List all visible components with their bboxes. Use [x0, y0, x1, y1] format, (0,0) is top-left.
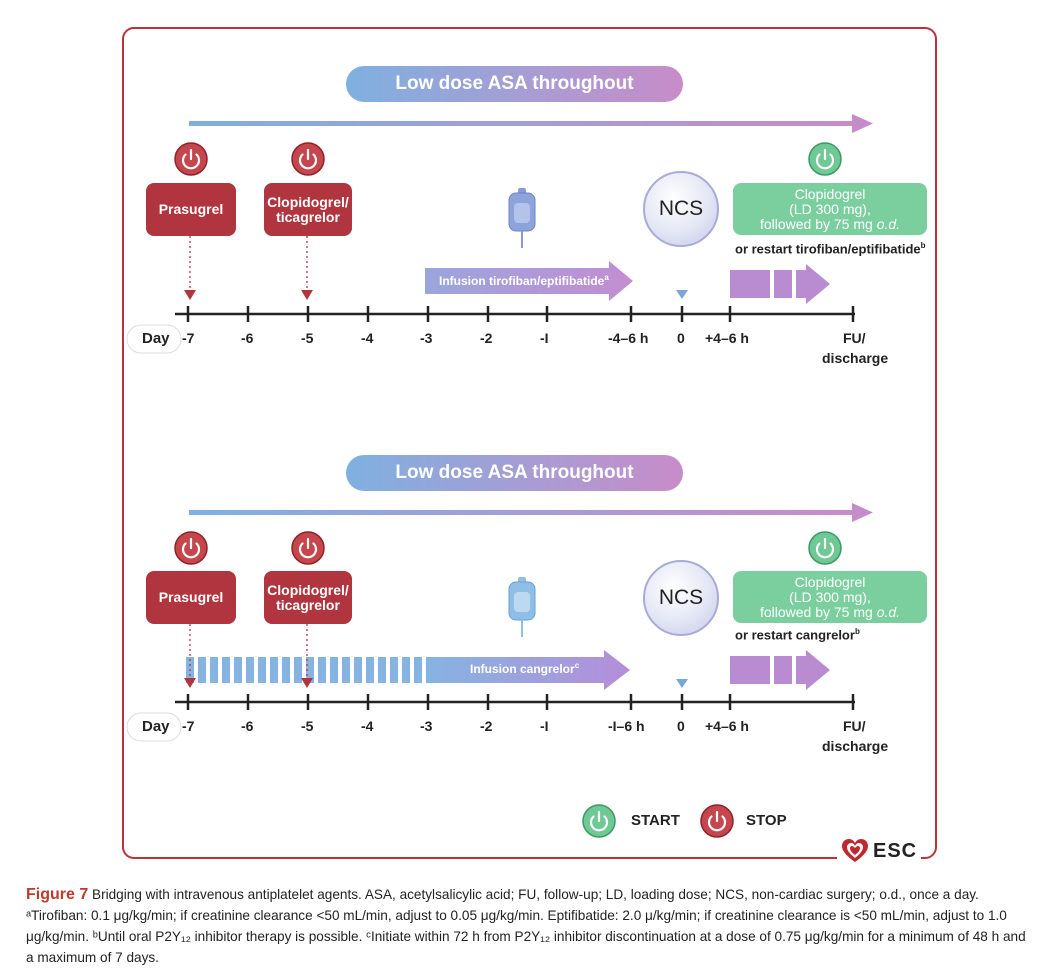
tick-label: -2: [480, 330, 493, 346]
tick-label: -7: [182, 718, 195, 734]
heart-icon: [842, 839, 868, 862]
restart-arrow: [730, 264, 830, 304]
asa-banner: Low dose ASA throughout: [346, 455, 683, 491]
restart-arrow: [730, 650, 830, 690]
tick-label: 0: [677, 718, 685, 734]
asa-banner: Low dose ASA throughout: [346, 66, 683, 102]
stop-markers: [184, 624, 313, 688]
restart-text: or restart tirofiban/eptifibatideb: [735, 241, 926, 257]
fu-label: FU/: [843, 330, 866, 346]
ncs-circle: NCS: [643, 560, 719, 636]
day-label: Day: [142, 718, 170, 735]
tick-label: +4–6 h: [705, 718, 749, 734]
tick-label: -6: [241, 330, 254, 346]
iv-bag-icon: [508, 188, 536, 248]
clopidogrel-ticagrelor-box: Clopidogrel/ ticagrelor: [264, 571, 352, 624]
stop-icon: [174, 531, 208, 565]
clopidogrel-start-box: Clopidogrel (LD 300 mg), followed by 75 …: [733, 183, 927, 235]
start-icon: [808, 531, 842, 565]
tick-label: -I: [540, 330, 549, 346]
discharge-label: discharge: [822, 350, 889, 366]
restart-text: or restart cangrelorb: [735, 627, 860, 643]
tick-label: -I–6 h: [608, 718, 645, 734]
discharge-label: discharge: [822, 738, 889, 754]
stop-markers: [184, 236, 313, 300]
tick-label: -3: [420, 718, 433, 734]
legend-stop-label: STOP: [746, 812, 787, 829]
tick-label: -4–6 h: [608, 330, 649, 346]
tick-label: -6: [241, 718, 254, 734]
ncs-marker: [676, 679, 688, 688]
stop-icon: [291, 531, 325, 565]
tick-label: -4: [361, 330, 374, 346]
day-label: Day: [142, 330, 170, 347]
figure-frame: [122, 27, 937, 859]
tick-label: -5: [301, 718, 314, 734]
start-icon: [582, 804, 616, 838]
fu-label: FU/: [843, 718, 866, 734]
tick-label: -3: [420, 330, 433, 346]
day-pill: [126, 712, 182, 742]
iv-bag-icon: [508, 577, 536, 637]
prasugrel-box: Prasugrel: [146, 571, 236, 624]
stop-icon: [291, 142, 325, 176]
tick-label: -I: [540, 718, 549, 734]
asa-arrow: [189, 503, 873, 522]
timeline-axis: [175, 694, 855, 710]
clopidogrel-start-box: Clopidogrel (LD 300 mg), followed by 75 …: [733, 571, 927, 623]
figure-caption: Figure 7 Bridging with intravenous antip…: [26, 884, 1026, 968]
ncs-circle: NCS: [643, 171, 719, 247]
esc-logo-text: ESC: [873, 839, 918, 862]
stop-icon: [700, 804, 734, 838]
legend-start-label: START: [631, 812, 680, 829]
start-icon: [808, 142, 842, 176]
esc-logo: ESC: [837, 838, 922, 864]
infusion-arrow: [425, 261, 633, 301]
day-pill: [126, 324, 182, 354]
ncs-marker: [676, 290, 688, 299]
infusion-label: Infusion cangrelorc: [470, 661, 580, 676]
tick-label: 0: [677, 330, 685, 346]
tick-label: -2: [480, 718, 493, 734]
cangrelor-infusion-arrow: [186, 650, 630, 690]
prasugrel-box: Prasugrel: [146, 183, 236, 236]
figure-number: Figure 7: [26, 886, 89, 903]
tick-label: +4–6 h: [705, 330, 749, 346]
tick-label: -5: [301, 330, 314, 346]
infusion-label: Infusion tirofiban/eptifibatidea: [439, 273, 609, 288]
timeline-axis: [175, 306, 855, 322]
asa-arrow: [189, 114, 873, 133]
tick-label: -7: [182, 330, 195, 346]
tick-label: -4: [361, 718, 374, 734]
clopidogrel-ticagrelor-box: Clopidogrel/ ticagrelor: [264, 183, 352, 236]
caption-text: Bridging with intravenous antiplatelet a…: [26, 887, 1026, 965]
stop-icon: [174, 142, 208, 176]
